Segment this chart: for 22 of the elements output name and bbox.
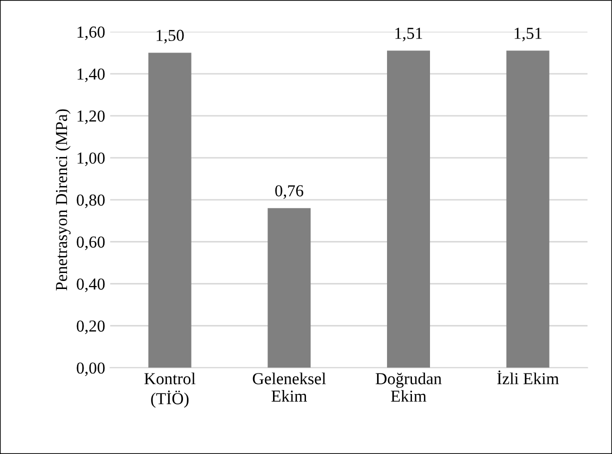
data-label: 1,50 bbox=[156, 30, 184, 44]
y-tick-label: 1,40 bbox=[78, 68, 105, 82]
y-tick-label: 0,20 bbox=[76, 320, 105, 334]
bar bbox=[387, 50, 430, 368]
y-tick-label: 0,00 bbox=[76, 362, 105, 376]
bar bbox=[506, 50, 550, 368]
y-tick-label: 1,20 bbox=[78, 110, 105, 124]
data-label: 1,51 bbox=[395, 28, 422, 42]
bar bbox=[268, 208, 311, 368]
y-tick-label: 1,00 bbox=[78, 152, 105, 166]
x-tick-label: Kontrol (TİÖ) bbox=[144, 372, 196, 408]
data-label: 0,76 bbox=[275, 185, 304, 199]
y-tick-label: 0,40 bbox=[76, 278, 105, 292]
data-label: 1,51 bbox=[514, 28, 542, 42]
y-tick-label: 1,60 bbox=[78, 26, 105, 40]
x-tick-label: İzli Ekim bbox=[497, 370, 559, 384]
y-tick-label: 0,80 bbox=[76, 194, 105, 208]
bar bbox=[148, 52, 192, 368]
x-tick-label: Doğrudan Ekim bbox=[376, 372, 442, 402]
y-tick-label: 0,60 bbox=[76, 236, 105, 250]
y-axis-title: Penetrasyon Direnci (MPa) bbox=[55, 109, 71, 290]
x-tick-label: Geleneksel Ekim bbox=[252, 372, 326, 402]
